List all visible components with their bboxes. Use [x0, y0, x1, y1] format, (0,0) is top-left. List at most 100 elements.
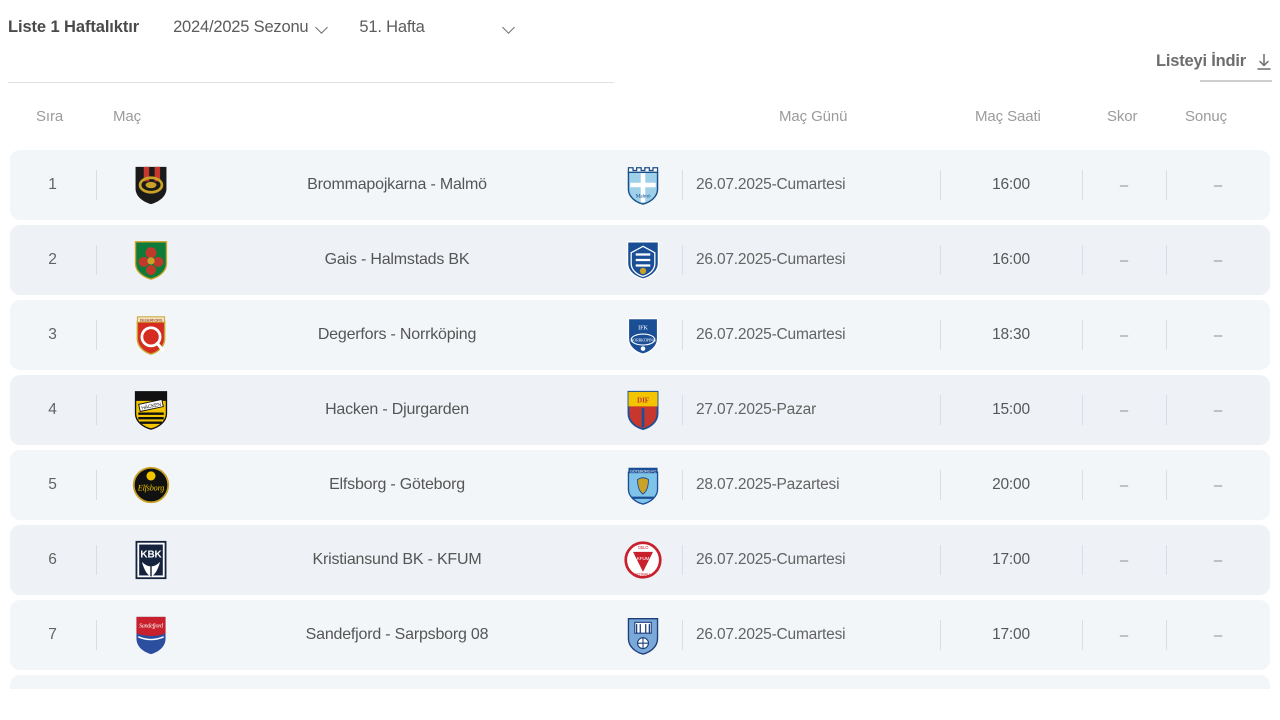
table-row[interactable]: 3 DEGERFORS Degerfors - Norrköping IFK NORRK…: [10, 300, 1270, 370]
row-separator: [1166, 320, 1167, 350]
row-separator: [96, 470, 97, 500]
row-separator: [940, 470, 941, 500]
row-separator: [1166, 620, 1167, 650]
column-header-match-day: Maç Günü: [779, 108, 848, 125]
cell-result: –: [1213, 326, 1223, 344]
cell-result: –: [1213, 476, 1223, 494]
row-separator: [682, 245, 683, 275]
cell-score: –: [1119, 251, 1129, 269]
table-row[interactable]: 1 Brommapojkarna - Malmö Malmö 26.07.2025-C…: [10, 150, 1270, 220]
cell-result: –: [1213, 401, 1223, 419]
cell-result: –: [1213, 176, 1223, 194]
season-select-value: 2024/2025 Sezonu: [173, 18, 309, 36]
row-separator: [682, 545, 683, 575]
cell-rank: 1: [48, 176, 57, 193]
download-arrow-icon: [1256, 53, 1272, 71]
cell-match-time: 20:00: [992, 476, 1030, 493]
column-header-result: Sonuç: [1185, 108, 1228, 125]
svg-text:KBK: KBK: [140, 549, 162, 560]
row-separator: [1166, 545, 1167, 575]
malmo-ff-crest: Malmö: [612, 150, 674, 220]
row-separator: [1082, 545, 1083, 575]
cell-rank: 3: [48, 326, 57, 343]
cell-rank: 7: [48, 626, 57, 643]
bk-hacken-crest: HÄCKEN: [120, 375, 182, 445]
svg-text:Sandefjord: Sandefjord: [139, 623, 163, 630]
cell-match-time: 17:00: [992, 626, 1030, 643]
row-separator: [940, 395, 941, 425]
svg-text:Elfsborg: Elfsborg: [137, 483, 164, 492]
cell-result: –: [1213, 551, 1223, 569]
download-list-label: Listeyi İndir: [1155, 52, 1246, 70]
download-underline: [1200, 80, 1272, 82]
cell-match[interactable]: Elfsborg - Göteborg: [329, 476, 465, 493]
cell-score: –: [1119, 626, 1129, 644]
table-row[interactable]: 5 Elfsborg Elfsborg - Göteborg GÖTEBORG FC 2…: [10, 450, 1270, 520]
cell-match[interactable]: Gais - Halmstads BK: [324, 251, 470, 268]
cell-match-day: 26.07.2025-Cumartesi: [696, 626, 846, 643]
sandefjord-fotball-crest: Sandefjord: [120, 600, 182, 670]
cell-score: –: [1119, 176, 1129, 194]
svg-text:OSLO: OSLO: [638, 545, 649, 550]
cell-match-day: 27.07.2025-Pazar: [696, 401, 817, 418]
table-row[interactable]: 7 Sandefjord Sandefjord - Sarpsborg 08 26.0…: [10, 600, 1270, 670]
row-separator: [940, 545, 941, 575]
cell-match-day: 26.07.2025-Cumartesi: [696, 551, 846, 568]
kristiansund-bk-crest: KBK: [120, 525, 182, 595]
cell-match[interactable]: Sandefjord - Sarpsborg 08: [305, 626, 489, 643]
row-separator: [1082, 320, 1083, 350]
cell-match-time: 16:00: [992, 251, 1030, 268]
cell-match[interactable]: Kristiansund BK - KFUM: [312, 551, 482, 568]
if-elfsborg-crest: Elfsborg: [120, 450, 182, 520]
chevron-down-icon: [316, 21, 329, 34]
svg-text:IFK: IFK: [638, 325, 648, 332]
row-separator: [682, 170, 683, 200]
download-list-button[interactable]: Listeyi İndir: [1156, 52, 1272, 71]
cell-result: –: [1213, 626, 1223, 644]
svg-text:GÖTEBORG FC: GÖTEBORG FC: [630, 469, 656, 473]
list-period-label: Liste 1 Haftalıktır: [8, 18, 140, 36]
row-separator: [940, 170, 941, 200]
svg-text:FOTBALL: FOTBALL: [635, 572, 651, 576]
column-header-rank: Sıra: [36, 108, 64, 125]
row-separator: [96, 170, 97, 200]
row-separator: [1082, 470, 1083, 500]
cell-match[interactable]: Brommapojkarna - Malmö: [307, 176, 487, 193]
fixture-toolbar: Liste 1 Haftalıktır 2024/2025 Sezonu 51.…: [0, 0, 1280, 92]
table-row[interactable]: 4 HÄCKEN Hacken - Djurgarden DIF 27.07.2025-…: [10, 375, 1270, 445]
cell-rank: 2: [48, 251, 57, 268]
row-separator: [1082, 620, 1083, 650]
week-select[interactable]: 51. Hafta: [359, 18, 515, 37]
row-separator: [1166, 170, 1167, 200]
row-separator: [682, 470, 683, 500]
table-row[interactable]: [10, 675, 1270, 689]
row-separator: [940, 620, 941, 650]
cell-match-day: 26.07.2025-Cumartesi: [696, 326, 846, 343]
cell-match-time: 18:30: [992, 326, 1030, 343]
cell-match-day: 28.07.2025-Pazartesi: [696, 476, 840, 493]
row-separator: [1082, 245, 1083, 275]
brommapojkarna-crest: [120, 150, 182, 220]
table-header: Sıra Maç Maç Günü Maç Saati Skor Sonuç: [0, 92, 1280, 150]
cell-match[interactable]: Degerfors - Norrköping: [317, 326, 477, 343]
row-separator: [940, 320, 941, 350]
cell-result: –: [1213, 251, 1223, 269]
season-select[interactable]: 2024/2025 Sezonu: [173, 18, 329, 37]
cell-match-time: 15:00: [992, 401, 1030, 418]
sarpsborg-08-crest: [612, 600, 674, 670]
chevron-down-icon: [503, 21, 516, 34]
cell-score: –: [1119, 326, 1129, 344]
cell-match[interactable]: Hacken - Djurgarden: [325, 401, 469, 418]
week-select-value: 51. Hafta: [359, 18, 425, 36]
svg-text:KFUM: KFUM: [637, 556, 650, 561]
row-separator: [96, 620, 97, 650]
row-separator: [96, 545, 97, 575]
kfum-oslo-crest: OSLO KFUM FOTBALL: [612, 525, 674, 595]
row-separator: [682, 395, 683, 425]
table-row[interactable]: 6 KBK Kristiansund BK - KFUM OSLO KFUM FOTBAL…: [10, 525, 1270, 595]
cell-match-time: 17:00: [992, 551, 1030, 568]
fixture-rows: 1 Brommapojkarna - Malmö Malmö 26.07.2025-C…: [0, 150, 1280, 670]
column-header-score: Skor: [1107, 108, 1138, 125]
table-row[interactable]: 2 Gais - Halmstads BK 26.07.2025-Cumartesi…: [10, 225, 1270, 295]
row-separator: [96, 395, 97, 425]
